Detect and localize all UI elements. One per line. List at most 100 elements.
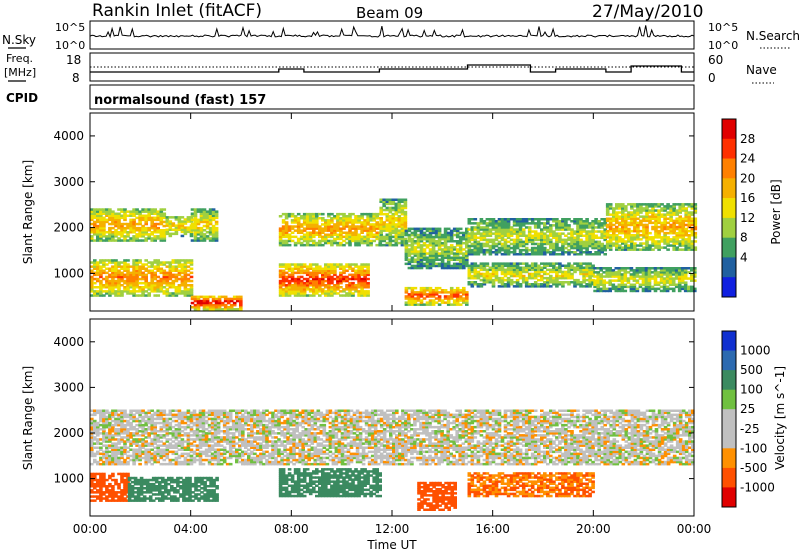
power-cell <box>108 261 112 264</box>
power-cell <box>126 235 130 238</box>
power-cell <box>585 264 589 267</box>
power-cell <box>663 225 667 229</box>
power-cell <box>543 248 547 252</box>
power-cell <box>458 264 463 268</box>
power-cell <box>183 273 188 277</box>
power-cell <box>473 266 478 269</box>
power-cell <box>278 273 283 277</box>
power-cell <box>360 281 364 285</box>
power-cell <box>612 238 616 241</box>
power-cell <box>549 230 553 233</box>
power-cell <box>375 237 379 241</box>
power-cell <box>141 288 145 291</box>
power-cell <box>315 279 319 283</box>
power-cell <box>605 244 610 247</box>
power-cell <box>684 203 688 206</box>
power-cell <box>407 250 412 253</box>
power-cell <box>296 271 301 275</box>
power-cell <box>465 260 469 264</box>
power-cell <box>96 279 100 283</box>
power-cell <box>491 285 496 288</box>
power-cell <box>120 216 124 220</box>
power-cell <box>180 290 185 293</box>
power-cell <box>579 268 583 272</box>
power-cell <box>645 248 649 251</box>
power-cell <box>455 264 460 268</box>
power-cell <box>530 272 535 276</box>
velocity-cell <box>96 460 100 464</box>
power-cell <box>462 266 466 270</box>
velocity-cell <box>111 448 115 451</box>
power-cell <box>669 229 673 233</box>
power-cell <box>570 276 574 280</box>
power-cell <box>537 238 541 242</box>
power-cell <box>391 231 396 234</box>
power-cell <box>357 221 361 224</box>
power-cell <box>132 220 136 224</box>
velocity-cell <box>141 446 145 449</box>
power-cell <box>360 212 364 216</box>
power-cell <box>443 262 448 266</box>
power-cell <box>437 295 442 298</box>
power-cell <box>135 212 139 215</box>
power-cell <box>366 294 370 297</box>
power-cell <box>205 306 210 309</box>
power-cell <box>312 235 316 239</box>
power-cell <box>627 244 631 247</box>
power-cell <box>663 205 667 208</box>
power-cell <box>144 273 148 277</box>
power-cell <box>549 244 553 248</box>
power-cell <box>333 290 337 293</box>
power-cell <box>174 224 179 227</box>
power-cell <box>555 224 559 227</box>
power-cell <box>668 273 673 276</box>
power-cell <box>165 294 170 297</box>
power-cell <box>281 288 286 291</box>
power-cell <box>503 278 508 282</box>
power-cell <box>431 242 436 245</box>
power-cell <box>497 236 502 239</box>
power-cell <box>407 297 412 300</box>
power-cell <box>672 236 676 239</box>
power-cell <box>588 266 592 269</box>
power-cell <box>639 223 643 227</box>
power-cell <box>600 234 604 237</box>
power-cell <box>324 286 328 289</box>
power-cell <box>315 221 319 224</box>
power-cell <box>462 299 466 302</box>
power-cell <box>467 283 472 286</box>
power-cell <box>302 221 307 224</box>
power-cell <box>431 229 436 233</box>
power-cell <box>336 286 340 289</box>
velocity-cell <box>135 430 139 433</box>
power-cell <box>290 215 295 218</box>
power-cell <box>394 229 399 232</box>
power-cell <box>397 200 402 203</box>
power-cell <box>515 220 520 223</box>
velocity-cell <box>150 452 154 456</box>
power-cell <box>669 219 673 223</box>
power-cell <box>144 284 148 287</box>
power-cell <box>400 217 405 220</box>
power-cell <box>524 226 529 229</box>
power-cell <box>636 205 640 208</box>
power-cell <box>672 221 676 225</box>
power-cell <box>400 225 405 228</box>
velocity-cell <box>147 419 151 423</box>
power-cell <box>394 233 399 236</box>
power-cell <box>422 250 427 253</box>
power-cell <box>114 284 118 287</box>
power-cell <box>321 223 325 226</box>
velocity-cell <box>132 438 136 441</box>
power-cell <box>690 229 695 233</box>
power-cell <box>690 287 694 291</box>
power-cell <box>431 256 436 259</box>
power-cell <box>677 285 682 289</box>
power-cell <box>570 232 574 235</box>
power-cell <box>315 292 319 295</box>
power-cell <box>150 212 154 215</box>
velocity-cell <box>144 456 148 460</box>
power-cell <box>594 244 598 248</box>
power-cell <box>144 233 148 236</box>
power-cell <box>114 263 118 266</box>
